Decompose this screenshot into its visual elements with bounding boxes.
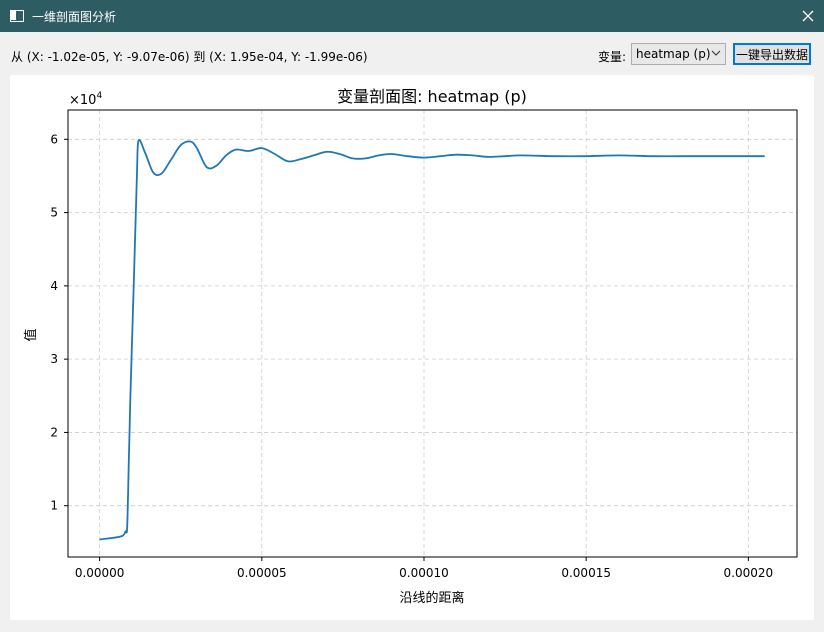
variable-select-value: heatmap (p) — [636, 47, 711, 61]
profile-chart: 0.00000 0.00005 0.00010 0.00015 0.00020 1 2 3 4… — [23, 87, 798, 606]
export-data-button[interactable]: 一键导出数据 — [733, 43, 811, 65]
coordinates-text: 从 (X: -1.02e-05, Y: -9.07e-06) 到 (X: 1.9… — [11, 50, 368, 64]
window-title: 一维剖面图分析 — [32, 9, 117, 24]
y-tick-label: 4 — [50, 279, 58, 293]
export-data-label: 一键导出数据 — [735, 47, 808, 62]
close-button[interactable] — [792, 0, 824, 32]
plot-area-frame — [67, 109, 798, 558]
y-axis-label: 值 — [23, 328, 39, 341]
x-tick-label: 0.00010 — [399, 566, 449, 580]
series-line — [99, 139, 765, 541]
plot-panel: 0.00000 0.00005 0.00010 0.00015 0.00020 1 2 3 4… — [10, 75, 814, 620]
grid-lines — [68, 110, 797, 557]
close-icon — [802, 10, 814, 22]
variable-select[interactable]: heatmap (p) — [631, 43, 726, 65]
y-offset-base: ×10 — [69, 93, 96, 108]
y-tick-label: 5 — [50, 206, 58, 220]
chevron-down-icon — [711, 50, 721, 56]
y-tick-label: 1 — [50, 499, 58, 513]
y-tick-label: 2 — [50, 425, 58, 439]
y-offset-text: ×104 — [69, 91, 102, 108]
y-tick-label: 6 — [50, 132, 58, 146]
variable-label: 变量: — [598, 50, 627, 64]
chart-title: 变量剖面图: heatmap (p) — [337, 87, 527, 106]
title-bar: 一维剖面图分析 — [0, 0, 824, 32]
x-tick-label: 0.00020 — [724, 566, 774, 580]
y-ticks: 1 2 3 4 5 6 — [50, 132, 68, 513]
toolbar: 从 (X: -1.02e-05, Y: -9.07e-06) 到 (X: 1.9… — [0, 32, 824, 76]
y-tick-label: 3 — [50, 352, 58, 366]
y-offset-exponent: 4 — [96, 91, 102, 101]
x-tick-label: 0.00000 — [75, 566, 125, 580]
x-ticks: 0.00000 0.00005 0.00010 0.00015 0.00020 — [75, 557, 773, 580]
app-icon — [10, 10, 24, 22]
x-tick-label: 0.00015 — [561, 566, 611, 580]
x-tick-label: 0.00005 — [237, 566, 287, 580]
x-axis-label: 沿线的距离 — [399, 590, 464, 606]
